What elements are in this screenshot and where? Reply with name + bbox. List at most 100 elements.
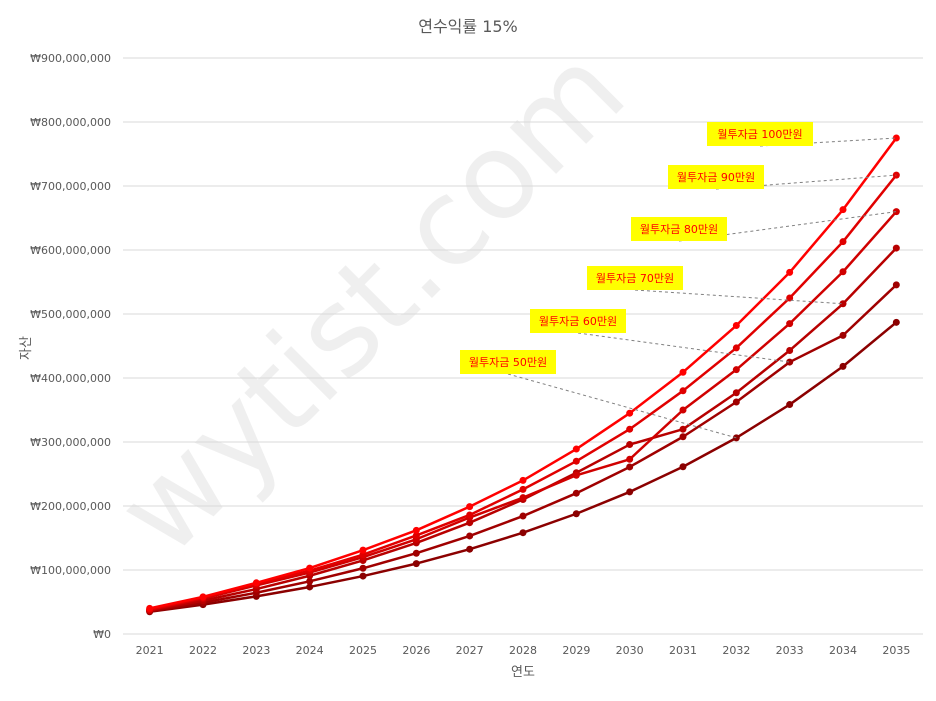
data-point [786,320,794,328]
data-point [679,406,687,414]
data-point [252,579,260,587]
annotation-label: 월투자금 70만원 [596,272,674,285]
y-tick-label: ₩800,000,000 [30,116,111,129]
data-point [892,281,900,289]
x-tick-label: 2032 [722,644,750,657]
data-point [786,346,794,354]
x-tick-label: 2030 [616,644,644,657]
data-point [572,471,580,479]
y-tick-label: ₩400,000,000 [30,372,111,385]
x-tick-label: 2031 [669,644,697,657]
data-point [519,529,527,537]
y-tick-label: ₩200,000,000 [30,500,111,513]
data-point [732,389,740,397]
annotation-leader [634,289,844,305]
data-point [466,519,474,527]
annotation-label: 월투자금 90만원 [677,171,755,184]
gridlines [123,57,923,571]
data-point [359,546,367,554]
data-point [519,476,527,484]
y-tick-label: ₩500,000,000 [30,308,111,321]
x-tick-label: 2024 [296,644,324,657]
series-group [146,134,900,616]
annotation: 월투자금 70만원 [587,266,844,305]
y-tick-label: ₩300,000,000 [30,436,111,449]
x-tick-label: 2022 [189,644,217,657]
data-point [519,485,527,493]
data-point [732,322,740,330]
annotation-label: 월투자금 50만원 [469,356,547,369]
data-point [306,577,314,585]
data-point [466,545,474,553]
data-point [839,268,847,276]
data-point [572,445,580,453]
data-point [732,398,740,406]
x-axis-ticks: 2021 2022 2023 2024 2025 2026 2027 2028 2029 2030… [136,644,911,657]
annotation-label: 월투자금 60만원 [539,315,617,328]
data-point [679,463,687,471]
y-tick-label: ₩700,000,000 [30,180,111,193]
data-point [732,434,740,442]
data-point [626,463,634,471]
data-point [519,494,527,502]
annotation-leader [577,332,790,363]
y-axis-ticks: ₩0 ₩100,000,000 ₩200,000,000 ₩300,000,000 ₩4… [30,52,111,641]
x-tick-label: 2035 [882,644,910,657]
data-point [679,368,687,376]
data-point [892,244,900,252]
annotation: 월투자금 80만원 [631,211,897,242]
data-point [679,433,687,441]
y-tick-label: ₩0 [93,628,111,641]
data-point [412,531,420,539]
data-point [786,401,794,409]
series-1 [146,318,900,616]
x-tick-label: 2034 [829,644,857,657]
data-point [892,134,900,142]
data-point [839,362,847,370]
annotation-box [530,309,626,333]
annotation-label: 월투자금 80만원 [640,223,718,236]
annotation-leader [507,373,737,439]
annotation: 월투자금 100만원 [707,122,897,147]
data-point [786,358,794,366]
y-tick-label: ₩600,000,000 [30,244,111,257]
data-point [626,425,634,433]
series-6 [146,134,900,612]
data-point [626,409,634,417]
data-point [626,455,634,463]
annotation-leader [759,137,897,147]
y-tick-label: ₩900,000,000 [30,52,111,65]
x-tick-label: 2027 [456,644,484,657]
annotation: 월투자금 50만원 [460,350,737,439]
data-point [626,488,634,496]
annotation-box [668,165,764,189]
data-point [572,457,580,465]
data-point [466,532,474,540]
x-axis-label: 연도 [511,665,535,680]
data-point [359,564,367,572]
data-point [466,503,474,511]
x-tick-label: 2033 [776,644,804,657]
x-tick-label: 2021 [136,644,164,657]
data-point [679,425,687,433]
annotation-box [707,122,813,146]
data-point [199,593,207,601]
data-point [732,366,740,374]
data-point [359,572,367,580]
data-point [626,441,634,449]
data-point [786,294,794,302]
x-tick-label: 2029 [562,644,590,657]
annotation-box [460,350,556,374]
x-tick-label: 2026 [402,644,430,657]
y-axis-label: 자산 [19,336,34,360]
data-point [412,560,420,568]
data-point [466,511,474,519]
annotation-label: 월투자금 100만원 [717,128,802,141]
data-point [572,510,580,518]
data-point [839,300,847,308]
data-point [412,549,420,557]
data-point [679,387,687,395]
annotation-box [587,266,683,290]
